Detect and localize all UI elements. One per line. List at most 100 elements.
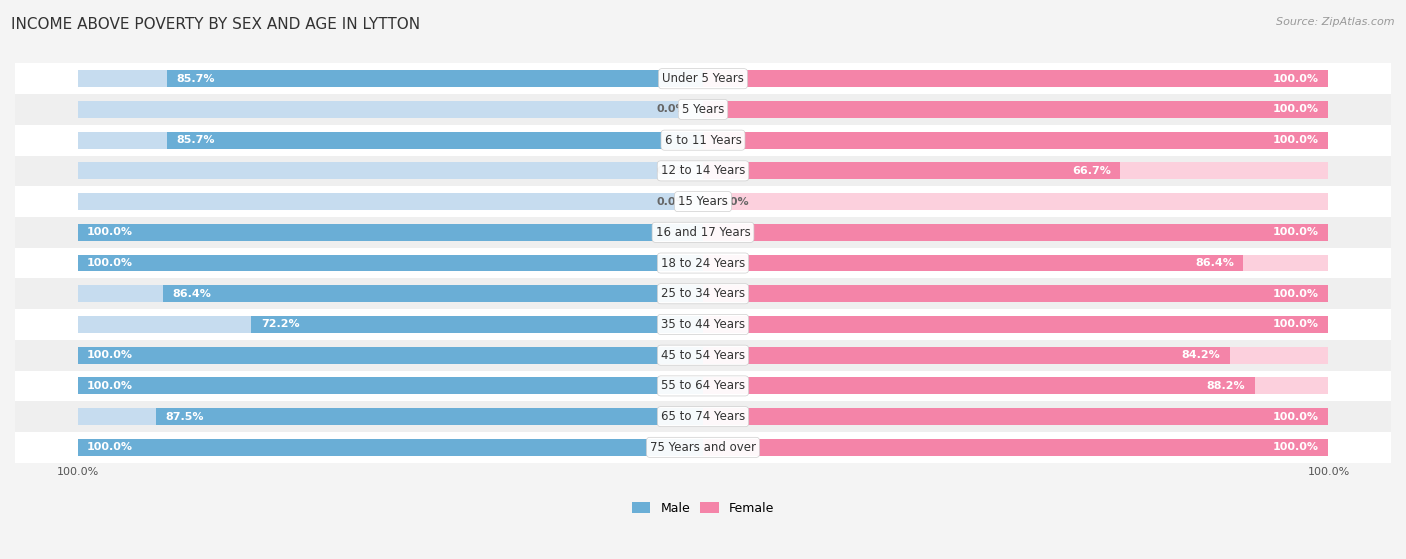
Bar [703, 254, 1329, 272]
Bar [77, 439, 703, 456]
Bar [77, 316, 703, 333]
Bar [703, 224, 1329, 241]
Bar [15, 278, 1391, 309]
Bar [77, 132, 703, 149]
Bar [15, 371, 1391, 401]
Bar [703, 132, 1329, 149]
Bar [77, 163, 703, 179]
Bar [703, 163, 1329, 179]
Text: 66.7%: 66.7% [1071, 166, 1111, 176]
Bar [77, 347, 703, 364]
Text: 18 to 24 Years: 18 to 24 Years [661, 257, 745, 269]
Text: Under 5 Years: Under 5 Years [662, 72, 744, 85]
Bar [15, 125, 1391, 155]
Text: 100.0%: 100.0% [87, 258, 134, 268]
Text: 35 to 44 Years: 35 to 44 Years [661, 318, 745, 331]
Bar [703, 70, 1329, 87]
Text: Source: ZipAtlas.com: Source: ZipAtlas.com [1277, 17, 1395, 27]
Bar [703, 101, 1329, 118]
Text: 87.5%: 87.5% [165, 411, 204, 421]
Text: 100.0%: 100.0% [1272, 228, 1319, 238]
Bar [15, 217, 1391, 248]
Bar [77, 439, 703, 456]
Text: 0.0%: 0.0% [657, 105, 688, 115]
Text: 45 to 54 Years: 45 to 54 Years [661, 349, 745, 362]
Text: 88.2%: 88.2% [1206, 381, 1246, 391]
Text: 100.0%: 100.0% [1272, 105, 1319, 115]
Text: 25 to 34 Years: 25 to 34 Years [661, 287, 745, 300]
Bar [15, 63, 1391, 94]
Bar [77, 193, 703, 210]
Bar [703, 316, 1329, 333]
Bar [703, 439, 1329, 456]
Bar [77, 254, 703, 272]
Bar [77, 101, 703, 118]
Text: 15 Years: 15 Years [678, 195, 728, 208]
Bar [77, 408, 703, 425]
Text: 85.7%: 85.7% [176, 135, 215, 145]
Bar [15, 155, 1391, 186]
Bar [15, 432, 1391, 463]
Bar [703, 377, 1254, 394]
Text: 100.0%: 100.0% [1272, 289, 1319, 299]
Text: 100.0%: 100.0% [1272, 135, 1319, 145]
Bar [703, 347, 1230, 364]
Text: 55 to 64 Years: 55 to 64 Years [661, 380, 745, 392]
Bar [703, 439, 1329, 456]
Text: 6 to 11 Years: 6 to 11 Years [665, 134, 741, 146]
Text: 100.0%: 100.0% [56, 467, 98, 477]
Text: 100.0%: 100.0% [87, 381, 134, 391]
Bar [703, 316, 1329, 333]
Bar [703, 408, 1329, 425]
Text: 65 to 74 Years: 65 to 74 Years [661, 410, 745, 423]
Text: 100.0%: 100.0% [1272, 442, 1319, 452]
Bar [703, 193, 1329, 210]
Text: 12 to 14 Years: 12 to 14 Years [661, 164, 745, 177]
Bar [15, 340, 1391, 371]
Text: 0.0%: 0.0% [657, 197, 688, 207]
Bar [77, 377, 703, 394]
Bar [77, 224, 703, 241]
Text: 0.0%: 0.0% [657, 166, 688, 176]
Text: INCOME ABOVE POVERTY BY SEX AND AGE IN LYTTON: INCOME ABOVE POVERTY BY SEX AND AGE IN L… [11, 17, 420, 32]
Bar [703, 285, 1329, 302]
Bar [703, 101, 1329, 118]
Bar [703, 70, 1329, 87]
Bar [15, 248, 1391, 278]
Text: 100.0%: 100.0% [1272, 411, 1319, 421]
Bar [77, 254, 703, 272]
Bar [167, 70, 703, 87]
Bar [15, 401, 1391, 432]
Bar [703, 132, 1329, 149]
Bar [167, 132, 703, 149]
Text: 16 and 17 Years: 16 and 17 Years [655, 226, 751, 239]
Text: 75 Years and over: 75 Years and over [650, 441, 756, 454]
Bar [15, 94, 1391, 125]
Bar [15, 309, 1391, 340]
Text: 100.0%: 100.0% [1272, 320, 1319, 329]
Bar [703, 347, 1329, 364]
Text: 100.0%: 100.0% [87, 228, 134, 238]
Bar [703, 285, 1329, 302]
Bar [77, 224, 703, 241]
Text: 84.2%: 84.2% [1181, 350, 1220, 360]
Bar [77, 347, 703, 364]
Bar [252, 316, 703, 333]
Text: 100.0%: 100.0% [87, 350, 134, 360]
Bar [703, 254, 1243, 272]
Bar [703, 224, 1329, 241]
Text: 100.0%: 100.0% [1308, 467, 1350, 477]
Bar [703, 408, 1329, 425]
Bar [77, 377, 703, 394]
Text: 86.4%: 86.4% [172, 289, 211, 299]
Bar [703, 163, 1121, 179]
Bar [156, 408, 703, 425]
Bar [77, 285, 703, 302]
Text: 86.4%: 86.4% [1195, 258, 1234, 268]
Bar [163, 285, 703, 302]
Legend: Male, Female: Male, Female [627, 497, 779, 520]
Bar [15, 186, 1391, 217]
Text: 0.0%: 0.0% [718, 197, 749, 207]
Text: 85.7%: 85.7% [176, 74, 215, 84]
Bar [77, 70, 703, 87]
